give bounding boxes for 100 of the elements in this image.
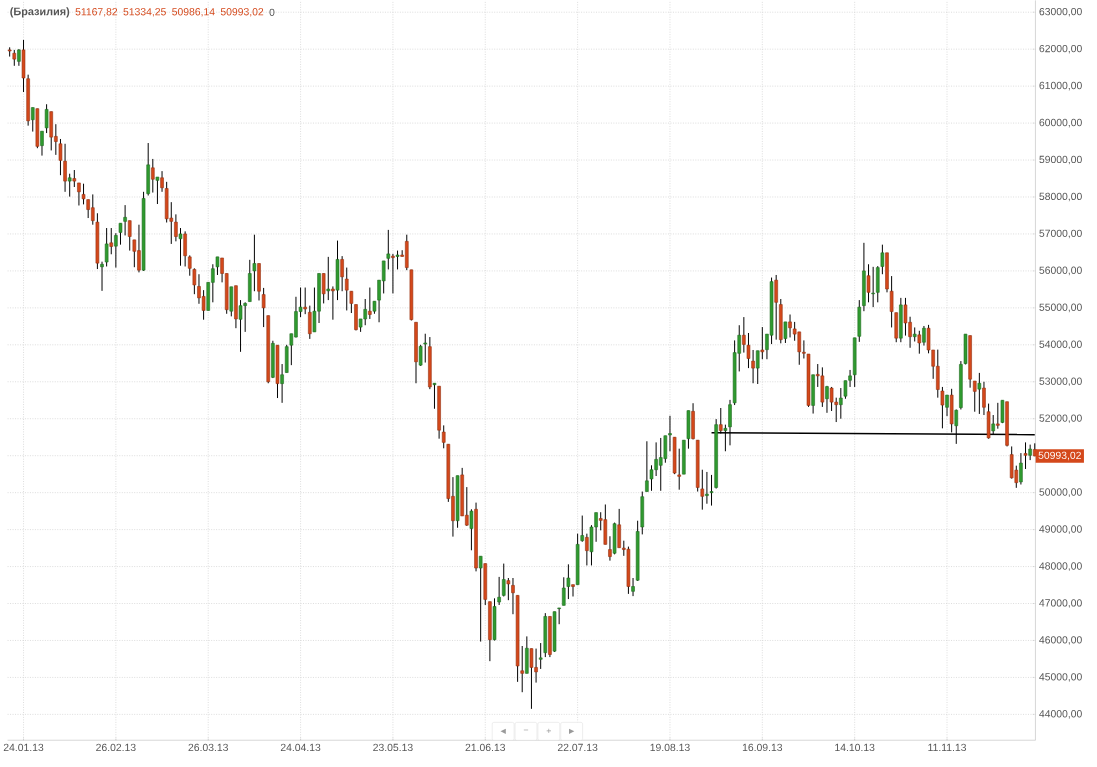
annotation: 50986,14: [172, 8, 215, 17]
candlestick: [520, 645, 524, 693]
candlestick: [839, 387, 843, 420]
candlestick: [677, 448, 681, 491]
candlestick: [774, 274, 778, 341]
candlestick: [977, 372, 982, 415]
y-tick-label: 46000,00: [1039, 636, 1082, 645]
text: 50993,02: [1038, 451, 1081, 461]
y-tick-label: 59000,00: [1039, 155, 1082, 165]
candlestick: [917, 330, 922, 355]
x-tick-label: 24.04.13: [280, 743, 321, 752]
x-tick-label: 26.03.13: [188, 743, 228, 752]
candlestick: [658, 437, 663, 492]
candlestick: [940, 386, 945, 429]
candlestick: [880, 244, 885, 275]
candlestick: [709, 474, 714, 507]
candlestick: [432, 382, 437, 410]
candlestick: [538, 642, 543, 670]
y-tick-label: 53000,00: [1039, 377, 1082, 387]
candlestick: [797, 331, 802, 366]
candlestick: [418, 344, 423, 367]
annotation: 51167,82: [75, 8, 118, 17]
candlestick: [497, 576, 501, 606]
candlestick: [308, 305, 312, 340]
annotation: ►: [568, 728, 575, 734]
candlestick: [1028, 444, 1032, 461]
candlestick: [760, 326, 765, 360]
y-tick-label: 44000,00: [1039, 710, 1082, 719]
annotation: 51334,25: [123, 8, 166, 17]
x-tick-label: 23.05.13: [373, 743, 413, 752]
annotation: ◄: [500, 728, 506, 734]
y-tick-label: 47000,00: [1039, 599, 1082, 608]
y-tick-label: 45000,00: [1039, 673, 1082, 682]
candlestick: [127, 220, 132, 252]
candlestick: [506, 577, 511, 601]
y-tick-label: 56000,00: [1039, 266, 1082, 276]
candlestick: [501, 563, 506, 597]
annotation: 50993,02: [220, 8, 264, 17]
candlestick: [261, 287, 266, 328]
candlestick: [478, 555, 483, 643]
candlestick: [100, 261, 104, 292]
candlestick: [30, 107, 35, 133]
candlestick: [631, 577, 635, 597]
candlestick: [972, 380, 977, 413]
candlestick: [40, 130, 44, 157]
candlestick: [755, 350, 760, 385]
x-tick-label: 24.01.13: [3, 743, 44, 752]
candlestick: [922, 325, 926, 347]
x-tick-label: 16.09.13: [742, 743, 783, 752]
candlestick: [1009, 445, 1014, 480]
candlestick: [67, 173, 72, 198]
candlestick: [469, 508, 474, 551]
candlestick: [866, 263, 871, 303]
y-tick-label: 62000,00: [1039, 44, 1082, 54]
annotation: −: [523, 729, 529, 731]
candlestick: [238, 299, 243, 353]
y-tick-label: 61000,00: [1039, 81, 1082, 91]
annotation: 0: [269, 8, 275, 16]
candlestick: [340, 255, 344, 292]
candlestick: [109, 227, 114, 255]
y-tick-label: 58000,00: [1039, 192, 1082, 202]
candlestick: [151, 158, 155, 194]
candlestick: [252, 234, 257, 292]
candlestick: [192, 267, 197, 295]
candlestick: [441, 424, 446, 449]
candlestick: [608, 535, 612, 562]
y-tick-label: 48000,00: [1039, 562, 1082, 571]
candlestick: [889, 275, 894, 328]
y-tick-label: 63000,00: [1039, 7, 1082, 17]
candlestick: [280, 363, 284, 404]
y-tick-label: 55000,00: [1039, 303, 1082, 313]
candlestick: [996, 402, 1000, 430]
x-tick-label: 26.02.13: [96, 743, 136, 752]
candlestick: [580, 515, 585, 543]
candlestick: [566, 563, 571, 600]
candlestick: [423, 333, 428, 364]
candlestick: [368, 287, 372, 320]
text: (Бразилия): [10, 7, 70, 18]
annotation: +: [546, 728, 551, 734]
candlestick: [529, 648, 534, 710]
candlestick: [183, 230, 187, 267]
candlestick: [104, 227, 109, 267]
candlestick: [81, 183, 86, 205]
y-tick-label: 60000,00: [1039, 118, 1082, 128]
candlestick: [44, 103, 49, 134]
candlestick: [945, 394, 949, 417]
candlestick: [326, 256, 331, 301]
y-tick-label: 52000,00: [1039, 414, 1082, 423]
candlestick: [700, 469, 705, 511]
candlestick: [829, 386, 834, 412]
candlestick: [1019, 452, 1023, 485]
candlestick: [114, 232, 118, 269]
candlestick: [160, 170, 164, 193]
x-tick-label: 22.07.13: [557, 743, 598, 752]
y-tick-label: 54000,00: [1039, 340, 1082, 350]
candlestick: [571, 584, 575, 597]
candlestick: [349, 290, 354, 314]
y-tick-label: 50000,00: [1039, 488, 1082, 497]
x-tick-label: 19.08.13: [650, 743, 690, 752]
candlestick: [331, 285, 335, 321]
